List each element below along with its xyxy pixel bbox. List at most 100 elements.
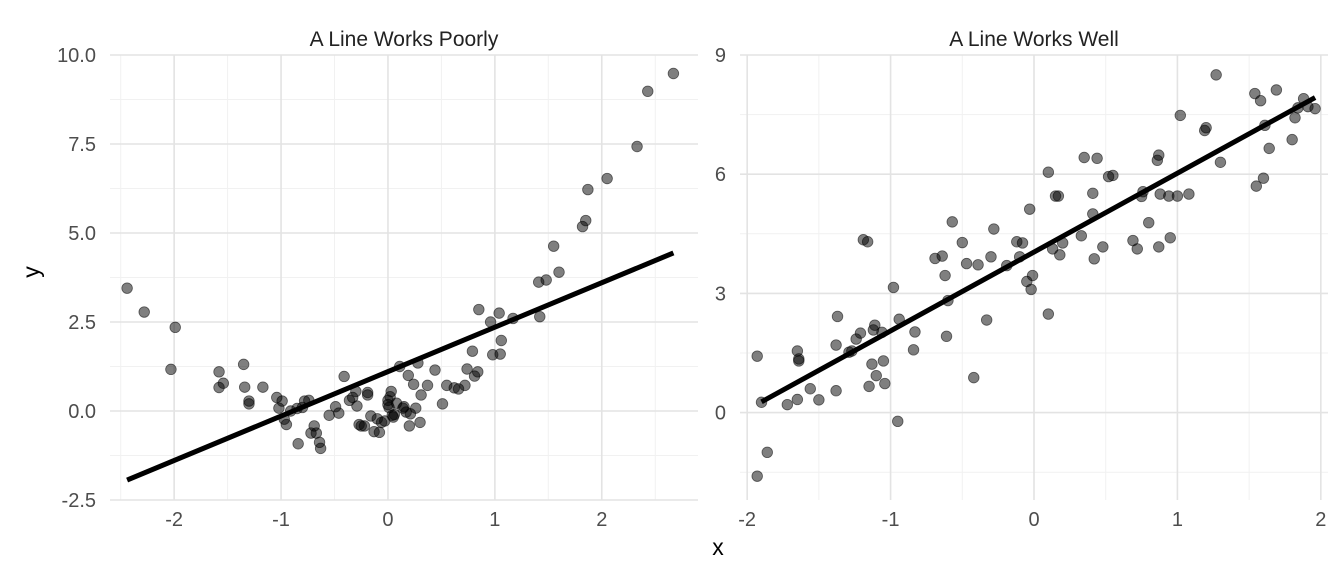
data-point [257, 381, 269, 393]
data-point [540, 274, 552, 286]
data-point [887, 281, 900, 294]
data-point [631, 140, 643, 153]
data-point [580, 214, 592, 227]
data-point [1250, 180, 1262, 192]
data-point [314, 442, 327, 455]
x-tick-label: 2 [596, 509, 607, 531]
x-tick-label: -2 [165, 509, 183, 531]
data-point [466, 345, 479, 357]
data-point [863, 380, 875, 393]
data-point [791, 393, 804, 406]
data-point [429, 364, 441, 376]
panel-title: A Line Works Poorly [310, 28, 499, 51]
data-point [830, 339, 842, 351]
data-point [1042, 308, 1055, 320]
data-point [956, 236, 968, 249]
y-tick-label: -2.5 [62, 490, 96, 512]
y-tick-label: 2.5 [68, 312, 96, 334]
data-point [1174, 109, 1186, 122]
data-point [751, 350, 763, 362]
data-point [459, 379, 471, 392]
data-point [243, 398, 255, 410]
data-point [1270, 84, 1283, 96]
data-point [165, 363, 177, 376]
x-tick-label: 1 [1172, 509, 1183, 531]
data-point [667, 67, 680, 80]
x-tick-label: -1 [272, 509, 290, 531]
data-point [781, 398, 794, 411]
fit-line [126, 250, 675, 483]
data-point [1075, 230, 1088, 242]
data-point [869, 319, 881, 331]
data-point [280, 418, 293, 431]
data-point [436, 398, 449, 410]
data-point [946, 216, 958, 228]
fit-line [760, 95, 1317, 405]
data-point [813, 394, 825, 406]
y-tick-label: 3 [715, 283, 726, 305]
data-point [1164, 232, 1176, 244]
data-point [804, 383, 816, 395]
data-point [1097, 241, 1109, 253]
data-point [1263, 142, 1275, 155]
x-tick-label: -1 [882, 509, 900, 531]
data-point [892, 415, 904, 428]
data-point [534, 310, 546, 323]
y-tick-label: 7.5 [68, 134, 96, 156]
data-point [1078, 151, 1090, 164]
x-tick-label: 0 [1028, 509, 1039, 531]
data-point [121, 282, 133, 294]
data-point [1254, 94, 1267, 107]
data-point [793, 355, 805, 367]
data-point [292, 438, 304, 450]
data-point [333, 407, 345, 419]
data-point [1153, 149, 1165, 161]
data-point [414, 416, 426, 429]
panel-title: A Line Works Well [949, 28, 1119, 51]
x-tick-label: 1 [489, 509, 500, 531]
y-tick-label: 0 [715, 403, 726, 425]
data-point [877, 355, 890, 367]
data-point [879, 377, 891, 390]
data-point [239, 381, 251, 393]
data-point [373, 426, 386, 439]
data-point [861, 236, 874, 248]
data-point [1016, 237, 1029, 249]
data-point [472, 366, 484, 378]
data-point [866, 358, 878, 370]
data-point [217, 377, 230, 389]
data-point [493, 307, 505, 319]
data-point [495, 334, 507, 347]
data-point [1214, 156, 1227, 168]
data-point [421, 379, 434, 392]
x-tick-label: 2 [1315, 509, 1326, 531]
data-point [1309, 102, 1321, 115]
data-point [968, 371, 980, 384]
data-point [909, 326, 921, 338]
data-point [410, 402, 422, 414]
panel-a-line-works-well: A Line Works Well -2 -1 0 1 2 0 3 6 9 [715, 28, 1328, 531]
data-point [960, 257, 973, 270]
data-point [907, 344, 920, 356]
x-axis-title: x [712, 534, 724, 560]
data-point [1023, 203, 1036, 215]
data-point [870, 369, 882, 382]
data-point [980, 314, 993, 326]
data-point [854, 327, 867, 339]
data-point [402, 369, 414, 382]
data-point [1200, 122, 1212, 134]
data-point [940, 330, 953, 343]
data-point [553, 266, 565, 278]
data-point [830, 385, 842, 397]
data-point [358, 420, 371, 432]
data-point [1052, 190, 1065, 202]
data-point [751, 470, 763, 482]
data-point [407, 378, 420, 391]
data-point [1107, 169, 1119, 182]
data-point [939, 269, 951, 282]
data-point [1088, 253, 1100, 265]
data-point [461, 363, 473, 375]
data-point [213, 366, 225, 378]
y-axis-title: y [18, 266, 44, 278]
